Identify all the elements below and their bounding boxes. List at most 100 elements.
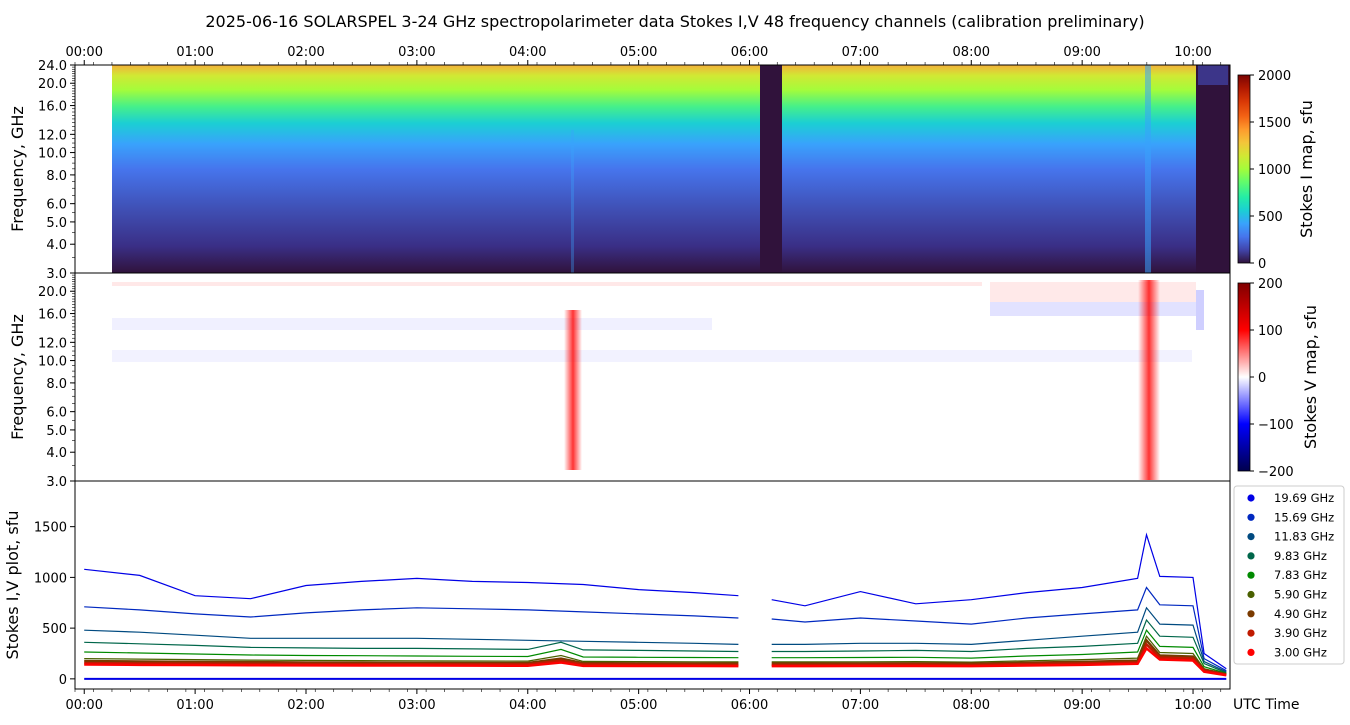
series-line-5-90-GHz-1 — [771, 635, 1227, 675]
series-line-11-83-GHz-1 — [771, 606, 1227, 673]
xtick-top-2: 02:00 — [287, 45, 324, 60]
stokes-v-colorbar: 200 100 0 −100 −200 — [1237, 277, 1294, 480]
xtick-bottom-10: 10:00 — [1174, 698, 1211, 713]
stokes-i-colorbar-tick-4: 0 — [1258, 257, 1266, 272]
legend-marker-7 — [1247, 629, 1255, 637]
legend-label-8: 3.00 GHz — [1274, 645, 1327, 659]
stokes-line-panel — [74, 480, 1231, 690]
series-line-7-83-GHz-1 — [771, 629, 1227, 674]
stokes-i-ytick-2: 16.0 — [38, 100, 67, 115]
series-line-19-69-GHz-1 — [771, 532, 1227, 670]
legend-label-0: 19.69 GHz — [1274, 491, 1334, 505]
xtick-top-4: 04:00 — [509, 45, 546, 60]
chart-title: 2025-06-16 SOLARSPEL 3-24 GHz spectropol… — [205, 12, 1144, 31]
xtick-top-5: 05:00 — [620, 45, 657, 60]
series-line-5-90-GHz-0 — [84, 654, 739, 663]
stokes-i-colorbar: 2000 1500 1000 500 0 — [1237, 69, 1291, 272]
xtick-bottom-6: 06:00 — [731, 698, 768, 713]
x-axis-label: UTC Time — [1233, 697, 1299, 713]
series-line-7-83-GHz-0 — [84, 648, 739, 659]
series-line-4-90-GHz-0 — [84, 657, 739, 665]
legend-label-6: 4.90 GHz — [1274, 607, 1327, 621]
xtick-top-6: 06:00 — [731, 45, 768, 60]
series-line-9-83-GHz-1 — [771, 618, 1227, 674]
legend-marker-6 — [1247, 610, 1255, 618]
stokes-i-ytick-9: 3.0 — [46, 267, 67, 282]
stokes-i-ytick-3: 12.0 — [38, 128, 67, 143]
stokes-i-colorbar-tick-2: 1000 — [1258, 163, 1291, 178]
stokes-i-ytick-4: 10.0 — [38, 147, 67, 162]
stokes-v-ytick-6: 5.0 — [46, 424, 67, 439]
legend-label-1: 15.69 GHz — [1274, 510, 1334, 524]
xtick-top-10: 10:00 — [1174, 45, 1211, 60]
stokes-line-ytick-0: 1500 — [34, 521, 67, 536]
xtick-bottom-3: 03:00 — [398, 698, 435, 713]
series-line-3-00-GHz-0 — [84, 661, 739, 668]
series-line-19-69-GHz-0 — [84, 568, 739, 600]
legend-label-3: 9.83 GHz — [1274, 549, 1327, 563]
series-line-15-69-GHz-1 — [771, 586, 1227, 672]
series-line-15-69-GHz-0 — [84, 606, 739, 619]
legend-label-7: 3.90 GHz — [1274, 626, 1327, 640]
xtick-bottom-8: 08:00 — [953, 698, 990, 713]
xtick-bottom-7: 07:00 — [842, 698, 879, 713]
legend-marker-4 — [1247, 571, 1255, 579]
stokes-line-ytick-3: 0 — [59, 673, 67, 688]
stokes-v-ylabel: Frequency, GHz — [8, 314, 27, 440]
stokes-v-ytick-5: 6.0 — [46, 406, 67, 421]
legend-label-2: 11.83 GHz — [1274, 530, 1334, 544]
legend-marker-2 — [1247, 533, 1255, 541]
stokes-line-ytick-2: 500 — [42, 622, 67, 637]
stokes-i-ytick-0: 24.0 — [38, 59, 67, 74]
stokes-v-colorbar-tick-1: 100 — [1258, 324, 1283, 339]
stokes-v-ytick-7: 4.0 — [46, 446, 67, 461]
stokes-v-ytick-2: 12.0 — [38, 336, 67, 351]
legend-marker-3 — [1247, 552, 1255, 560]
legend-marker-5 — [1247, 590, 1255, 599]
stokes-i-colorbar-tick-0: 2000 — [1258, 69, 1291, 84]
stokes-v-panel — [74, 272, 1231, 482]
xtick-top-7: 07:00 — [842, 45, 879, 60]
series-line-11-83-GHz-0 — [84, 629, 739, 645]
xtick-top-0: 00:00 — [66, 45, 103, 60]
series-line-3-90-GHz-0 — [84, 659, 739, 667]
xtick-bottom-9: 09:00 — [1063, 698, 1100, 713]
stokes-i-ytick-8: 4.0 — [46, 238, 67, 253]
xtick-top-3: 03:00 — [398, 45, 435, 60]
xtick-top-9: 09:00 — [1063, 45, 1100, 60]
xtick-bottom-2: 02:00 — [287, 698, 324, 713]
legend: 19.69 GHz 15.69 GHz 11.83 GHz 9.83 GHz 7.83 … — [1233, 485, 1345, 665]
xtick-bottom-0: 00:00 — [66, 698, 103, 713]
stokes-i-colorbar-tick-3: 500 — [1258, 210, 1283, 225]
legend-label-4: 7.83 GHz — [1274, 568, 1327, 582]
stokes-i-ytick-5: 8.0 — [46, 169, 67, 184]
xtick-bottom-1: 01:00 — [176, 698, 213, 713]
stokes-i-colorbar-tick-1: 1500 — [1258, 116, 1291, 131]
stokes-v-colorbar-tick-4: −200 — [1258, 465, 1294, 480]
stokes-v-ytick-8: 3.0 — [46, 475, 67, 490]
stokes-v-ytick-1: 16.0 — [38, 308, 67, 323]
stokes-i-ylabel: Frequency, GHz — [8, 106, 27, 232]
series-line-3-00-GHz-1 — [771, 646, 1227, 677]
legend-marker-8 — [1247, 648, 1255, 657]
stokes-v-colorbar-label: Stokes V map, sfu — [1301, 305, 1320, 449]
xtick-top-1: 01:00 — [176, 45, 213, 60]
xtick-bottom-4: 04:00 — [509, 698, 546, 713]
stokes-i-ytick-6: 6.0 — [46, 198, 67, 213]
stokes-i-panel — [74, 64, 1231, 274]
stokes-v-ytick-3: 10.0 — [38, 355, 67, 370]
stokes-i-end-of-day — [1196, 65, 1230, 273]
series-line-4-90-GHz-1 — [771, 638, 1227, 676]
stokes-i-ytick-1: 20.0 — [38, 77, 67, 92]
stokes-v-burst-0935 — [1138, 280, 1160, 480]
stokes-line-ylabel: Stokes I,V plot, sfu — [3, 511, 22, 660]
stokes-line-ytick-1: 1000 — [34, 571, 67, 586]
legend-marker-1 — [1247, 513, 1255, 521]
stokes-v-colorbar-tick-0: 200 — [1258, 277, 1283, 292]
series-line-3-90-GHz-1 — [771, 642, 1227, 676]
stokes-v-heatmap — [75, 273, 1230, 481]
stokes-v-burst-0420 — [564, 310, 582, 470]
stokes-i-data-gap — [760, 65, 782, 273]
stokes-i-ytick-7: 5.0 — [46, 216, 67, 231]
